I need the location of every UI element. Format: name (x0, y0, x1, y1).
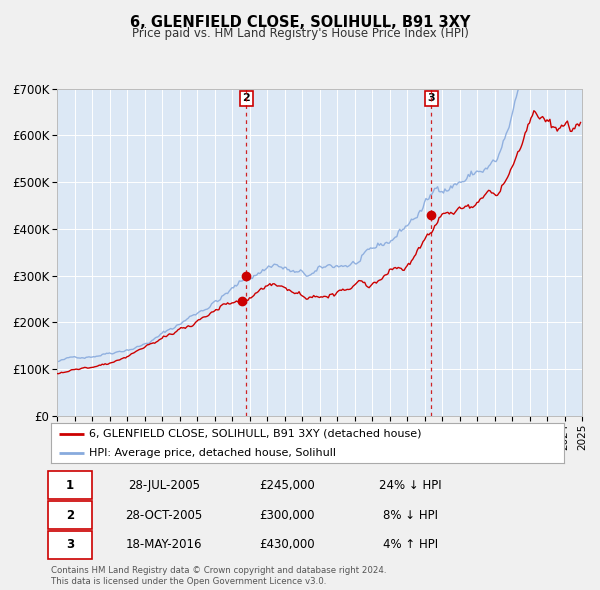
Text: 3: 3 (427, 93, 435, 103)
Text: 4% ↑ HPI: 4% ↑ HPI (383, 539, 437, 552)
Text: 3: 3 (66, 539, 74, 552)
Text: £245,000: £245,000 (259, 478, 315, 491)
Text: Contains HM Land Registry data © Crown copyright and database right 2024.
This d: Contains HM Land Registry data © Crown c… (51, 566, 386, 586)
Text: 18-MAY-2016: 18-MAY-2016 (125, 539, 202, 552)
Text: 2: 2 (242, 93, 250, 103)
Text: £300,000: £300,000 (259, 509, 315, 522)
Text: 28-OCT-2005: 28-OCT-2005 (125, 509, 202, 522)
Text: 6, GLENFIELD CLOSE, SOLIHULL, B91 3XY: 6, GLENFIELD CLOSE, SOLIHULL, B91 3XY (130, 15, 470, 30)
Text: HPI: Average price, detached house, Solihull: HPI: Average price, detached house, Soli… (89, 448, 337, 458)
FancyBboxPatch shape (49, 471, 92, 499)
Text: 24% ↓ HPI: 24% ↓ HPI (379, 478, 442, 491)
Text: 6, GLENFIELD CLOSE, SOLIHULL, B91 3XY (detached house): 6, GLENFIELD CLOSE, SOLIHULL, B91 3XY (d… (89, 429, 422, 439)
FancyBboxPatch shape (49, 501, 92, 529)
Text: 8% ↓ HPI: 8% ↓ HPI (383, 509, 437, 522)
Text: 2: 2 (66, 509, 74, 522)
Text: 28-JUL-2005: 28-JUL-2005 (128, 478, 200, 491)
Text: £430,000: £430,000 (259, 539, 315, 552)
FancyBboxPatch shape (49, 531, 92, 559)
Text: Price paid vs. HM Land Registry's House Price Index (HPI): Price paid vs. HM Land Registry's House … (131, 27, 469, 40)
Text: 1: 1 (66, 478, 74, 491)
